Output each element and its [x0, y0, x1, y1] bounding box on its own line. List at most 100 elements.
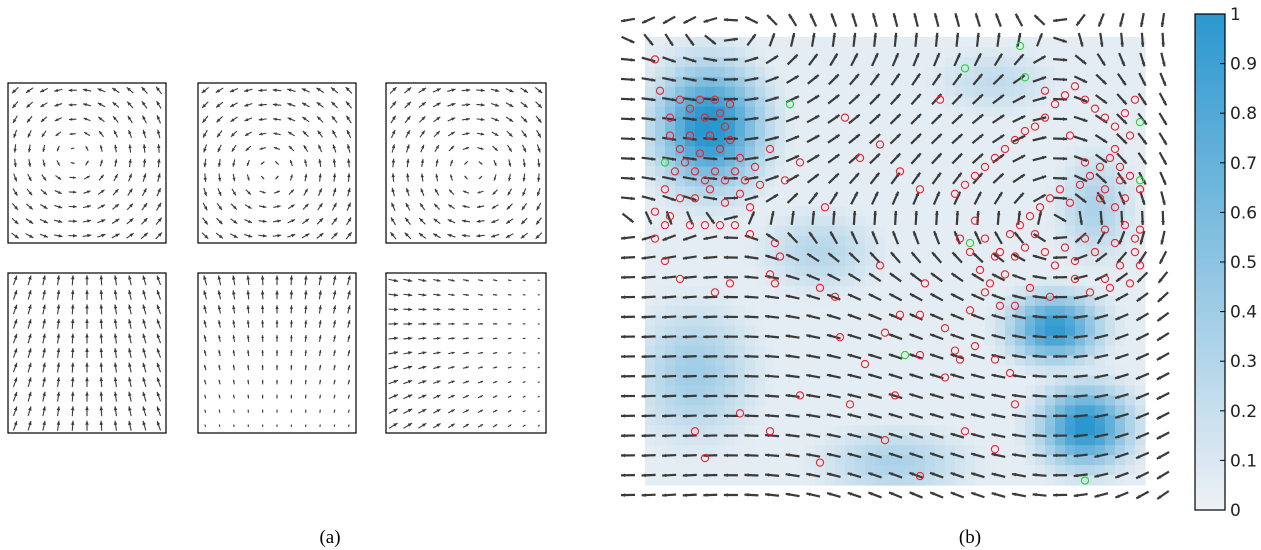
heatmap-cell	[665, 146, 676, 158]
vector-arrow	[258, 117, 267, 122]
vector-arrow	[332, 158, 337, 168]
heatmap-cell	[1135, 196, 1146, 207]
vector-arrow	[1011, 393, 1027, 399]
vector-arrow	[273, 146, 281, 151]
vector-arrow	[620, 235, 636, 240]
heatmap-cell	[665, 395, 676, 406]
heatmap-cell	[945, 335, 956, 347]
vector-arrow	[950, 393, 965, 400]
vector-arrow	[832, 210, 836, 225]
vector-arrow	[909, 392, 924, 400]
vector-arrow	[1032, 334, 1047, 339]
heatmap-cell	[755, 265, 766, 277]
vector-arrow	[991, 293, 1006, 301]
red-observation-point	[1095, 162, 1105, 172]
heatmap-cell	[795, 445, 806, 456]
vector-arrow	[971, 153, 984, 165]
vector-arrow	[390, 217, 397, 226]
vector-arrow	[682, 453, 697, 458]
heatmap-cell	[1135, 425, 1146, 436]
heatmap-cell	[955, 146, 966, 158]
heatmap-cell	[915, 206, 926, 217]
heatmap-cell	[915, 136, 926, 148]
vector-arrow	[113, 333, 118, 344]
vector-arrow	[435, 173, 439, 182]
vector-arrow	[243, 88, 253, 93]
heatmap-cell	[715, 136, 726, 148]
vector-arrow	[682, 335, 697, 339]
vector-arrow	[404, 87, 412, 94]
heatmap-cell	[1105, 126, 1116, 138]
heatmap-cell	[1055, 465, 1066, 476]
heatmap-cell	[965, 116, 976, 128]
vector-arrow	[785, 453, 800, 458]
heatmap-cell	[925, 86, 936, 98]
red-observation-point	[940, 324, 950, 333]
heatmap-cell	[645, 415, 656, 426]
heatmap-cell	[865, 206, 876, 217]
red-observation-point	[720, 122, 730, 131]
heatmap-cell	[1135, 345, 1146, 357]
vector-arrow	[744, 77, 759, 82]
vector-arrow	[620, 315, 636, 319]
heatmap-cell	[915, 46, 926, 58]
vector-arrow	[476, 219, 485, 223]
heatmap-cell	[865, 465, 876, 476]
vector-arrow	[507, 366, 512, 369]
vector-arrow	[230, 130, 238, 138]
vector-arrow	[785, 492, 800, 498]
heatmap-cell	[845, 46, 856, 58]
vector-arrow	[56, 160, 61, 166]
basis-field-3	[385, 82, 547, 244]
heatmap-cell	[965, 206, 976, 217]
vector-arrow	[347, 144, 351, 153]
vector-arrow	[85, 362, 89, 373]
vector-arrow	[85, 145, 89, 152]
vector-arrow	[867, 353, 882, 360]
heatmap-cell	[985, 96, 996, 108]
heatmap-cell	[1025, 56, 1036, 68]
heatmap-cell	[1055, 66, 1066, 78]
vector-arrow	[911, 72, 921, 86]
heatmap-cell	[945, 246, 956, 257]
red-observation-point	[1105, 283, 1115, 293]
heatmap-cell	[1005, 176, 1016, 187]
heatmap-cell	[735, 186, 746, 197]
vector-arrow	[82, 88, 92, 92]
heatmap-cell	[1105, 305, 1116, 317]
heatmap-cell	[775, 415, 786, 426]
vector-arrow	[275, 275, 279, 286]
heatmap-cell	[1065, 206, 1076, 217]
vector-arrow	[507, 380, 512, 384]
heatmap-cell	[795, 156, 806, 168]
heatmap-cell	[1095, 176, 1106, 187]
heatmap-cell	[805, 465, 816, 476]
vector-arrow	[477, 279, 484, 282]
vector-arrow	[217, 188, 222, 197]
red-observation-point	[730, 221, 740, 230]
vector-arrow	[419, 130, 426, 138]
vector-arrow	[1073, 492, 1088, 498]
heatmap-cell	[1035, 256, 1046, 267]
heatmap-cell	[675, 475, 686, 486]
vector-arrow	[70, 162, 75, 164]
heatmap-cell	[895, 425, 906, 436]
vector-arrow	[141, 217, 148, 225]
vector-arrow	[1138, 72, 1147, 87]
heatmap-cell	[765, 196, 776, 207]
heatmap-cell	[755, 345, 766, 357]
vector-arrow	[991, 492, 1006, 498]
heatmap-cell	[725, 355, 736, 367]
heatmap-cell	[1055, 176, 1066, 187]
heatmap-cell	[735, 415, 746, 426]
heatmap-cell	[1045, 475, 1056, 486]
vector-arrow	[1156, 451, 1170, 460]
heatmap-cell	[705, 56, 716, 68]
vector-arrow	[433, 394, 441, 399]
vector-arrow	[703, 235, 718, 241]
heatmap-cell	[1035, 445, 1046, 456]
heatmap-cell	[975, 106, 986, 118]
red-observation-point	[685, 104, 695, 113]
heatmap-cell	[875, 315, 886, 327]
red-observation-point	[660, 221, 670, 230]
